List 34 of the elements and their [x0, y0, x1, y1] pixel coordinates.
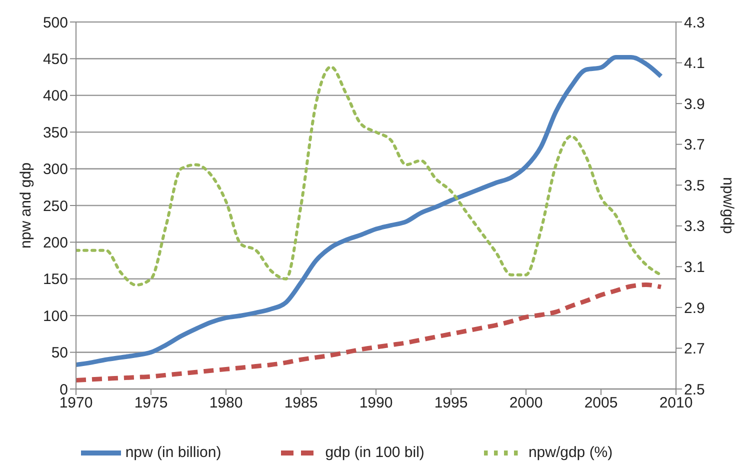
x-tick-label: 2005 [584, 394, 618, 412]
y2-tick-label: 2.7 [684, 340, 705, 358]
line-series [76, 65, 662, 287]
y-axis-title: npw and gdp [17, 162, 34, 248]
line-series [76, 54, 664, 368]
legend-label: gdp (in 100 bil) [325, 444, 424, 461]
y2-tick-label: 3.9 [684, 96, 705, 113]
y2-axis-title: npw/gdp [720, 177, 737, 234]
y-tick-label: 500 [42, 14, 68, 32]
y2-tick-label: 3.3 [684, 218, 705, 236]
y-tick-label: 350 [42, 124, 68, 142]
y-tick-label: 450 [42, 51, 68, 68]
y-tick-label: 400 [42, 88, 68, 105]
x-tick-label: 1990 [359, 394, 393, 412]
legend-label: npw (in billion) [125, 444, 222, 461]
x-tick-label: 2000 [509, 394, 543, 412]
y2-tick-label: 4.3 [684, 14, 705, 32]
line-series [76, 282, 664, 382]
legend-label: npw/gdp (%) [528, 444, 613, 461]
y2-tick-label: 3.7 [684, 136, 705, 154]
x-tick-label: 1985 [284, 394, 318, 412]
x-tick-label: 1975 [134, 394, 168, 412]
y-tick-label: 150 [42, 271, 68, 288]
x-tick-label: 1995 [434, 394, 468, 412]
y2-tick-label: 2.9 [684, 300, 705, 317]
y-tick-label: 50 [51, 344, 68, 362]
y2-tick-label: 3.1 [684, 258, 705, 276]
y-tick-label: 200 [42, 234, 68, 252]
x-tick-label: 1980 [209, 394, 243, 412]
y2-tick-label: 4.1 [684, 55, 705, 72]
y-tick-label: 250 [42, 198, 68, 215]
y-tick-label: 300 [42, 161, 68, 178]
y2-tick-label: 3.5 [684, 177, 705, 194]
y-tick-label: 100 [42, 308, 68, 325]
